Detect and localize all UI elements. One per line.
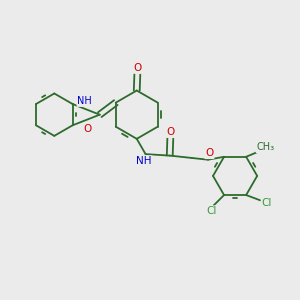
Text: O: O [206, 148, 214, 158]
Text: Cl: Cl [262, 198, 272, 208]
Text: O: O [134, 63, 142, 73]
Text: NH: NH [77, 96, 92, 106]
Text: CH₃: CH₃ [256, 142, 274, 152]
Text: O: O [84, 124, 92, 134]
Text: O: O [167, 127, 175, 137]
Text: NH: NH [136, 156, 152, 166]
Text: Cl: Cl [206, 206, 217, 216]
